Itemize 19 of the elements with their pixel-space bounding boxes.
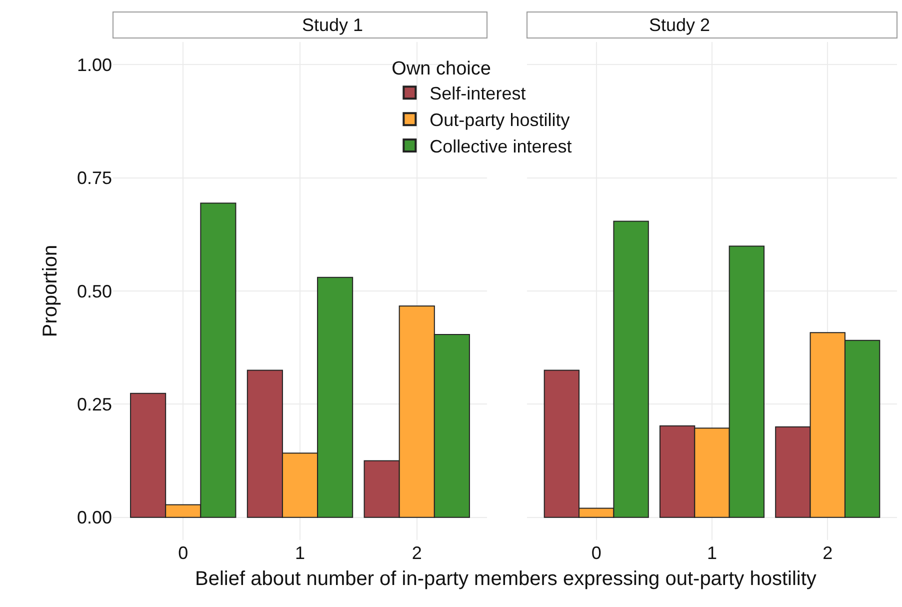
y-tick-label: 1.00	[76, 54, 112, 75]
y-tick-label: 0.00	[76, 508, 112, 528]
x-tick-label: 0	[591, 543, 602, 563]
legend-label: Self-interest	[430, 84, 526, 104]
x-axis-title: Belief about number of in-party members expressing out-party hostility	[195, 568, 816, 590]
legend-title: Own choice	[392, 58, 491, 80]
legend-label: Collective interest	[430, 136, 572, 156]
x-tick-label: 0	[178, 543, 188, 563]
x-tick-label: 2	[412, 543, 422, 563]
x-tick-label: 1	[294, 543, 306, 563]
y-axis-title: Proportion	[39, 244, 62, 338]
chart-title: Study 1	[302, 15, 364, 35]
x-tick-label: 2	[822, 543, 833, 563]
x-tick-label: 1	[706, 543, 718, 563]
legend-label: Out-party hostility	[430, 110, 570, 130]
y-tick-label: 0.25	[76, 394, 112, 414]
y-tick-label: 0.75	[76, 168, 112, 188]
chart-title: Study 2	[649, 15, 710, 35]
y-tick-label: 0.50	[76, 281, 112, 302]
